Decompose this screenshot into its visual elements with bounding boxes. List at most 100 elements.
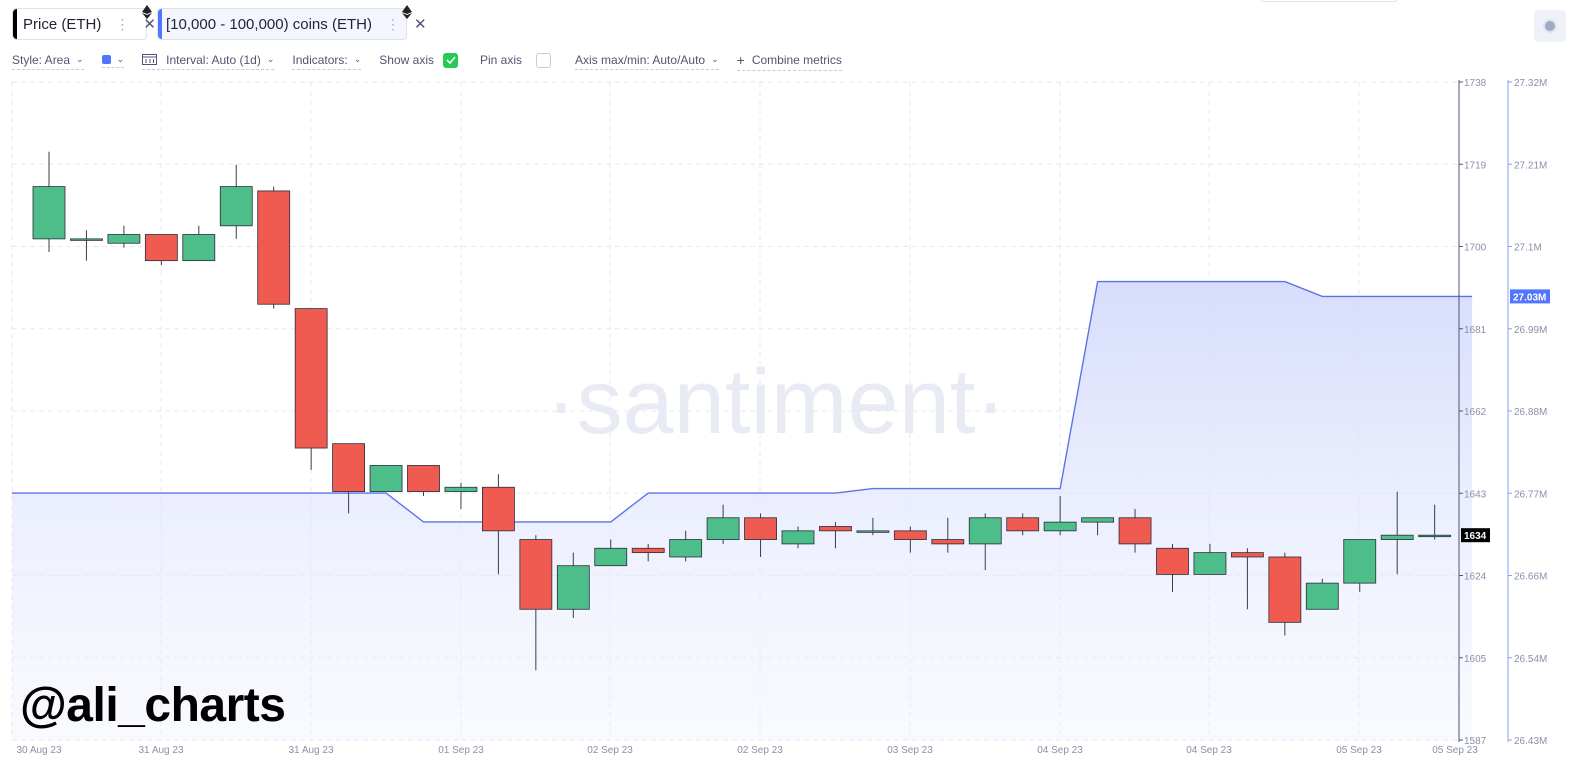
color-dropdown[interactable]: ⌄ bbox=[101, 54, 125, 68]
ethereum-icon bbox=[142, 5, 152, 19]
pin-axis-toggle[interactable]: Pin axis bbox=[480, 52, 552, 70]
chevron-down-icon: ⌄ bbox=[711, 54, 719, 64]
candle-body bbox=[1268, 556, 1302, 623]
holdings-tick-label: 27.21M bbox=[1514, 160, 1547, 171]
interval-dropdown[interactable]: Interval: Auto (1d) ⌄ bbox=[142, 52, 275, 70]
holdings-tick-label: 26.77M bbox=[1514, 489, 1547, 500]
holdings-tick-label: 26.99M bbox=[1514, 325, 1547, 336]
price-tick-label: 1700 bbox=[1464, 243, 1487, 254]
holdings-axis-ticks: 27.32M 27.21M 27.1M 26.99M 26.88M 26.77M 26.66… bbox=[1508, 78, 1547, 747]
price-tick-label: 1662 bbox=[1464, 407, 1487, 418]
color-swatch bbox=[101, 55, 111, 64]
candle-body bbox=[781, 530, 815, 545]
date-tick-label: 04 Sep 23 bbox=[1037, 745, 1083, 756]
date-tick-label: 31 Aug 23 bbox=[288, 745, 333, 756]
tab-holders-10k-100k[interactable]: [10,000 - 100,000) coins (ETH) ⋮ ✕ bbox=[157, 5, 427, 40]
date-tick-label: 05 Sep 23 bbox=[1336, 745, 1382, 756]
candle-body bbox=[706, 517, 740, 540]
axis-maxmin-label: Axis max/min: Auto/Auto bbox=[575, 52, 706, 67]
price-tick-label: 1587 bbox=[1464, 736, 1487, 747]
price-candles-series bbox=[32, 151, 1452, 671]
date-tick-label: 04 Sep 23 bbox=[1186, 745, 1232, 756]
candle-body bbox=[294, 308, 328, 449]
candle-body bbox=[1156, 547, 1189, 575]
date-tick-label: 31 Aug 23 bbox=[138, 745, 183, 756]
axis-maxmin-dropdown[interactable]: Axis max/min: Auto/Auto ⌄ bbox=[575, 53, 719, 70]
chart-toolbar: Style: Area ⌄ ⌄ Interval: Auto (1d) ⌄ In… bbox=[12, 51, 860, 71]
candle-body bbox=[219, 186, 253, 227]
candle-body bbox=[1231, 552, 1264, 558]
calendar-icon bbox=[142, 54, 158, 65]
price-tick-label: 1605 bbox=[1464, 654, 1487, 665]
price-tick-label: 1643 bbox=[1464, 489, 1487, 500]
indicators-label: Indicators: bbox=[292, 52, 348, 67]
candle-body bbox=[594, 547, 628, 567]
date-axis-ticks: 30 Aug 23 31 Aug 23 31 Aug 23 01 Sep 23 02 S… bbox=[16, 745, 1478, 756]
tab-price-eth[interactable]: Price (ETH) ⋮ ✕ bbox=[12, 5, 156, 40]
show-axis-checkbox[interactable] bbox=[443, 52, 458, 68]
interval-label: Interval: Auto (1d) bbox=[166, 52, 261, 67]
candle-body bbox=[968, 517, 1002, 545]
candle-body bbox=[556, 565, 590, 610]
chevron-down-icon: ⌄ bbox=[266, 54, 275, 64]
close-icon[interactable]: ✕ bbox=[143, 16, 156, 33]
candle-body bbox=[70, 238, 103, 241]
show-axis-label: Show axis bbox=[379, 53, 434, 67]
chevron-down-icon: ⌄ bbox=[116, 54, 125, 64]
candle-body bbox=[481, 486, 515, 532]
style-dropdown[interactable]: Style: Area ⌄ bbox=[12, 53, 84, 70]
price-tick-label: 1624 bbox=[1464, 572, 1487, 583]
current-holdings-badge bbox=[1510, 289, 1550, 304]
chevron-down-icon: ⌄ bbox=[76, 54, 84, 64]
holdings-area-series bbox=[12, 280, 1473, 740]
tab-label: Price (ETH) bbox=[23, 15, 102, 33]
candle-body bbox=[631, 547, 665, 554]
tab-label: [10,000 - 100,000) coins (ETH) bbox=[166, 15, 372, 33]
date-tick-label: 01 Sep 23 bbox=[438, 745, 484, 756]
candle-body bbox=[1380, 534, 1414, 540]
pin-axis-checkbox[interactable] bbox=[536, 52, 552, 68]
more-options-icon[interactable]: ⋮ bbox=[385, 15, 400, 32]
holdings-tick-label: 26.43M bbox=[1514, 736, 1547, 747]
combine-metrics-label: Combine metrics bbox=[751, 52, 842, 67]
tab-color-bar bbox=[158, 9, 162, 39]
date-tick-label: 03 Sep 23 bbox=[887, 745, 933, 756]
candle-body bbox=[444, 486, 478, 493]
price-axis-ticks: 1738 1719 1700 1681 1662 1643 1624 1605 1587 bbox=[1459, 78, 1487, 747]
chevron-down-icon: ⌄ bbox=[353, 54, 362, 64]
record-icon bbox=[1543, 19, 1557, 33]
candle-body bbox=[931, 539, 965, 545]
more-options-icon[interactable]: ⋮ bbox=[115, 15, 130, 32]
checkmark-icon bbox=[445, 56, 456, 64]
date-tick-label: 05 Sep 23 bbox=[1432, 745, 1478, 756]
holdings-tick-label: 27.32M bbox=[1514, 78, 1547, 89]
candle-body bbox=[1006, 517, 1040, 532]
date-tick-label: 02 Sep 23 bbox=[587, 745, 633, 756]
candle-body bbox=[144, 234, 178, 262]
candle-body bbox=[369, 465, 403, 493]
close-icon[interactable]: ✕ bbox=[413, 16, 427, 33]
candle-body bbox=[1118, 517, 1152, 545]
current-value-markers: 1634 27.03M bbox=[1461, 289, 1550, 543]
candle-body bbox=[1081, 517, 1114, 523]
show-axis-toggle[interactable]: Show axis bbox=[379, 52, 458, 70]
santiment-watermark: ·santiment· bbox=[546, 351, 1006, 453]
candle-body bbox=[1043, 521, 1077, 532]
candle-body bbox=[1193, 552, 1227, 575]
candle-body bbox=[744, 517, 777, 540]
price-tick-label: 1681 bbox=[1464, 325, 1487, 336]
candle-body bbox=[519, 539, 553, 610]
plus-icon: + bbox=[736, 51, 745, 68]
candle-body bbox=[107, 234, 141, 244]
settings-button[interactable] bbox=[1534, 10, 1566, 42]
candle-body bbox=[1418, 534, 1452, 538]
current-price-label: 1634 bbox=[1464, 531, 1487, 542]
indicators-dropdown[interactable]: Indicators: ⌄ bbox=[292, 52, 362, 70]
holdings-tick-label: 26.88M bbox=[1514, 407, 1547, 418]
candle-body bbox=[819, 526, 852, 532]
ethereum-icon bbox=[402, 5, 412, 19]
candle-body bbox=[1305, 582, 1339, 610]
combine-metrics-button[interactable]: + Combine metrics bbox=[736, 51, 842, 71]
date-tick-label: 30 Aug 23 bbox=[16, 745, 61, 756]
